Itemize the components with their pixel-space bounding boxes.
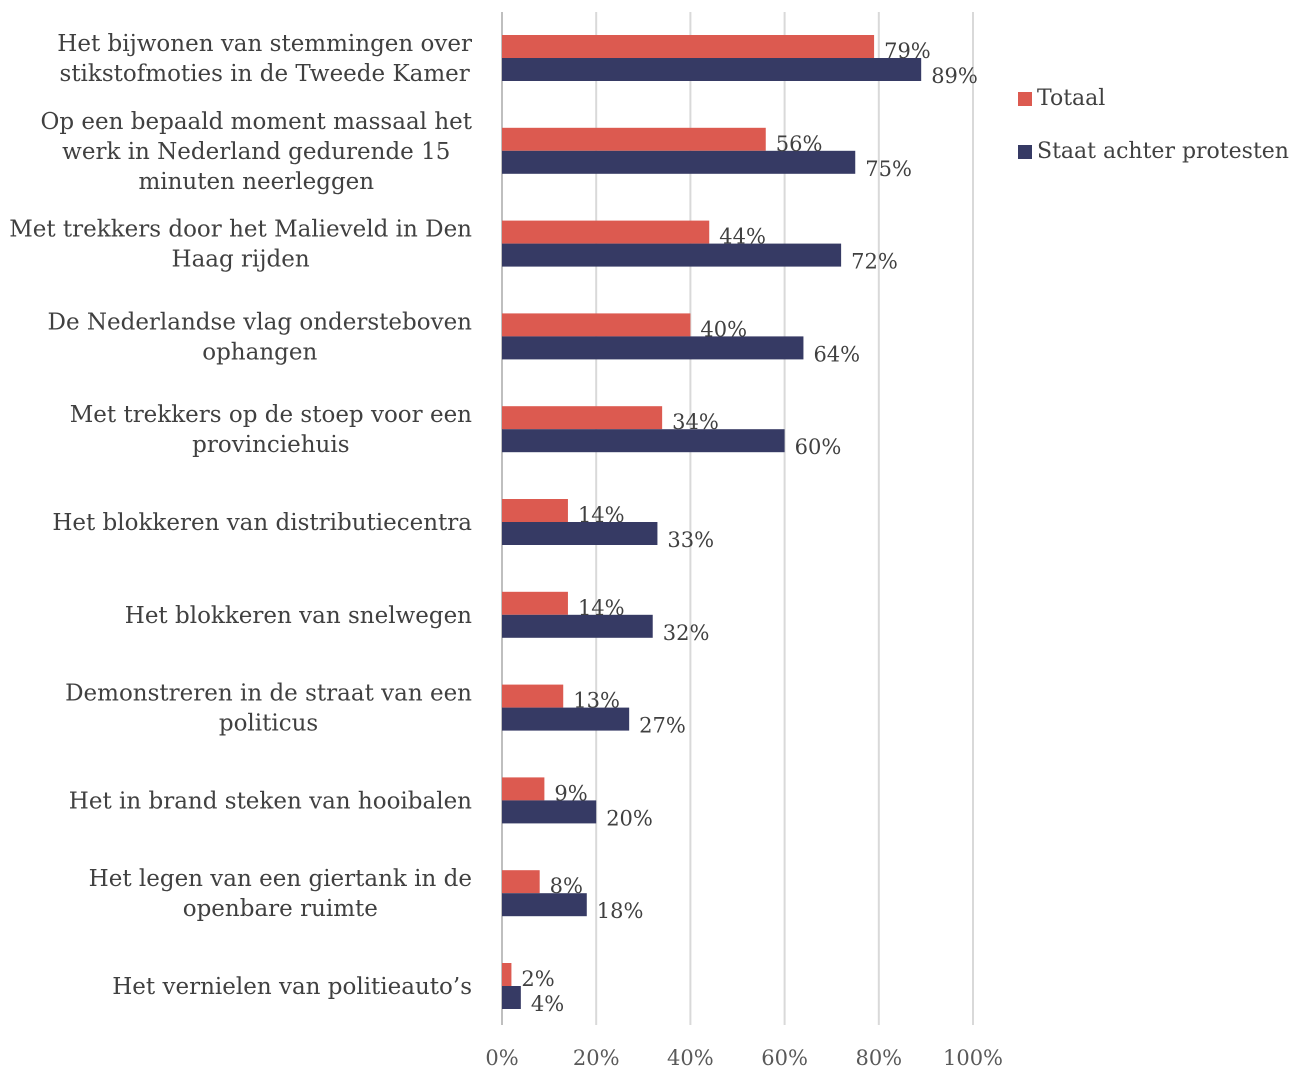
data-label: 75% xyxy=(865,157,912,181)
data-label: 18% xyxy=(597,899,644,923)
data-label: 33% xyxy=(667,528,714,552)
bar-staat-achter-protesten xyxy=(502,707,630,731)
legend-swatch xyxy=(1018,92,1032,106)
bar-totaal xyxy=(502,35,875,58)
bar-staat-achter-protesten xyxy=(502,893,587,917)
category-label-line: Het vernielen van politieauto’s xyxy=(112,974,472,1000)
data-label: 32% xyxy=(663,621,710,645)
category-label: Het vernielen van politieauto’s xyxy=(112,974,472,1000)
bar-staat-achter-protesten xyxy=(502,986,521,1009)
bar-staat-achter-protesten xyxy=(502,150,856,174)
category-label-line: ophangen xyxy=(202,339,317,365)
bar-staat-achter-protesten xyxy=(502,800,597,824)
bar-totaal xyxy=(502,220,710,244)
category-label-line: Met trekkers op de stoep voor een xyxy=(70,402,472,428)
data-label: 56% xyxy=(776,132,823,156)
bar-totaal xyxy=(502,127,766,151)
category-label: Het blokkeren van snelwegen xyxy=(125,603,472,629)
category-label-line: stikstofmoties in de Tweede Kamer xyxy=(60,61,470,87)
data-label: 13% xyxy=(573,689,620,713)
category-label-line: Haag rijden xyxy=(172,247,310,273)
category-label: De Nederlandse vlag ondersteboven ophange… xyxy=(48,309,473,365)
data-label: 20% xyxy=(606,806,653,830)
data-label: 14% xyxy=(578,503,625,527)
legend-swatch xyxy=(1018,145,1032,159)
category-label-line: Het blokkeren van distributiecentra xyxy=(52,510,472,536)
category-label: Het blokkeren van distributiecentra xyxy=(52,510,472,536)
category-label-line: Het blokkeren van snelwegen xyxy=(125,603,472,629)
category-label: Het in brand steken van hooibalen xyxy=(69,788,472,814)
bars xyxy=(502,35,922,1009)
data-label: 89% xyxy=(931,64,978,88)
bar-totaal xyxy=(502,313,691,337)
data-label: 79% xyxy=(884,39,931,63)
category-label-line: Het in brand steken van hooibalen xyxy=(69,788,472,814)
x-tick-label: 100% xyxy=(943,1046,1003,1068)
category-label-line: Het bijwonen van stemmingen over xyxy=(57,31,472,57)
data-label: 72% xyxy=(851,250,898,274)
x-tick-label: 80% xyxy=(855,1046,902,1068)
category-label: Het legen van een giertank in de openbare… xyxy=(89,866,472,922)
bar-staat-achter-protesten xyxy=(502,429,785,453)
data-label: 64% xyxy=(813,342,860,366)
bar-totaal xyxy=(502,684,564,708)
data-label: 34% xyxy=(672,410,719,434)
x-axis-ticks: 0% 20% 40% 60% 80% 100% xyxy=(485,1046,1003,1068)
legend: Totaal Staat achter protesten xyxy=(1018,86,1289,164)
data-label: 4% xyxy=(531,992,564,1016)
x-tick-label: 0% xyxy=(485,1046,518,1068)
category-label-line: politicus xyxy=(219,711,318,737)
category-label-line: minuten neerleggen xyxy=(138,169,374,195)
bar-totaal xyxy=(502,591,568,615)
legend-label: Totaal xyxy=(1037,86,1105,111)
data-label: 2% xyxy=(521,967,554,991)
bar-staat-achter-protesten xyxy=(502,336,804,360)
bar-totaal xyxy=(502,870,540,894)
category-label: Op een bepaald moment massaal het werk in… xyxy=(41,109,473,195)
data-labels: 79%89% 56% 75% 44% 72% 40% 64% 34% 60% 14% 33% 14% 3… xyxy=(521,39,977,1016)
data-label: 8% xyxy=(550,874,583,898)
data-label: 44% xyxy=(719,225,766,249)
x-tick-label: 60% xyxy=(761,1046,808,1068)
x-tick-label: 40% xyxy=(667,1046,714,1068)
data-label: 60% xyxy=(795,435,842,459)
bar-staat-achter-protesten xyxy=(502,243,842,267)
gridlines xyxy=(501,12,974,1025)
legend-label: Staat achter protesten xyxy=(1037,139,1289,164)
x-tick-label: 20% xyxy=(573,1046,620,1068)
bar-totaal xyxy=(502,777,545,801)
category-label-line: Het legen van een giertank in de xyxy=(89,866,472,892)
bar-totaal xyxy=(502,499,568,522)
bar-staat-achter-protesten xyxy=(502,58,922,81)
category-label: Met trekkers op de stoep voor een provinc… xyxy=(70,402,472,458)
category-label: Demonstreren in de straat van een politic… xyxy=(65,681,472,737)
category-label-line: De Nederlandse vlag ondersteboven xyxy=(48,309,473,335)
category-label: Met trekkers door het Malieveld in Den Ha… xyxy=(9,217,472,273)
bar-staat-achter-protesten xyxy=(502,522,658,545)
data-label: 27% xyxy=(639,714,686,738)
bar-staat-achter-protesten xyxy=(502,614,653,638)
category-label-line: provinciehuis xyxy=(192,432,349,458)
data-label: 9% xyxy=(554,781,587,805)
category-label-line: werk in Nederland gedurende 15 xyxy=(62,139,450,165)
category-labels: Het bijwonen van stemmingen over stikstof… xyxy=(9,31,473,1000)
bar-totaal xyxy=(502,963,512,986)
category-label-line: openbare ruimte xyxy=(183,896,378,922)
data-label: 14% xyxy=(578,596,625,620)
data-label: 40% xyxy=(700,317,747,341)
category-label-line: Op een bepaald moment massaal het xyxy=(41,109,473,135)
bar-totaal xyxy=(502,406,663,430)
category-label-line: Demonstreren in de straat van een xyxy=(65,681,472,707)
category-label: Het bijwonen van stemmingen over stikstof… xyxy=(57,31,472,87)
category-label-line: Met trekkers door het Malieveld in Den xyxy=(9,217,472,243)
